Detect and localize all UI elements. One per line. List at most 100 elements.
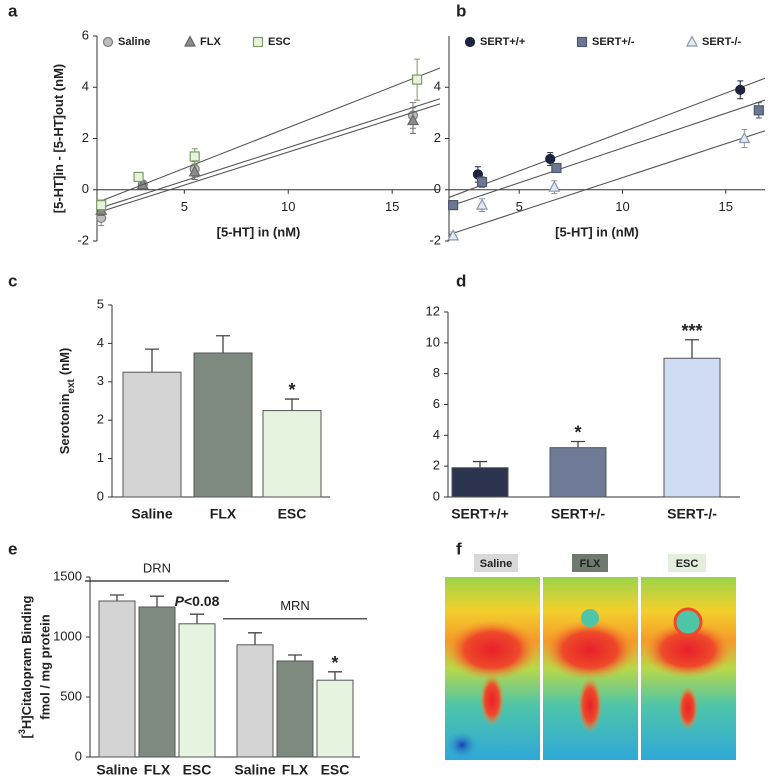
annotation: P<0.08	[175, 593, 220, 609]
x-tick-label: FLX	[282, 762, 309, 778]
heat-spot	[544, 620, 636, 680]
heat-spot	[480, 674, 504, 726]
legend-item: FLX	[184, 35, 221, 48]
fit-line	[96, 67, 441, 204]
marker	[133, 171, 144, 183]
marker	[102, 36, 114, 48]
annotation-part: P	[175, 593, 185, 609]
error-bar	[190, 613, 204, 624]
y-axis-title: [5-HT]in - [5-HT]out (nM)	[51, 64, 66, 213]
image-caption: FLX	[580, 558, 601, 570]
marker	[753, 105, 764, 116]
divider	[540, 577, 543, 760]
fit-line	[448, 77, 766, 198]
y-axis-title-part: H]Citalopram Binding	[19, 595, 34, 729]
y-tick-label: -2	[77, 232, 89, 247]
legend-item: SERT+/+	[464, 36, 525, 48]
x-tick-label: 15	[385, 199, 399, 214]
panel-letter: b	[456, 1, 466, 20]
bar	[451, 467, 509, 498]
x-tick-label: 10	[281, 199, 295, 214]
panel-letter: f	[456, 539, 462, 558]
annotation-part: *	[288, 380, 295, 400]
y-tick-label: 1000	[53, 628, 82, 643]
marker	[188, 165, 201, 177]
annotation: *	[288, 380, 295, 400]
bar	[549, 447, 607, 498]
y-tick-label: 4	[434, 79, 441, 94]
x-tick-label: FLX	[210, 506, 237, 522]
error-bar	[150, 595, 164, 607]
heat-spot	[673, 607, 703, 637]
error-bar	[248, 632, 262, 645]
y-axis-title-part: ext	[66, 378, 77, 393]
heat-spot	[581, 609, 599, 627]
x-tick-label: SERT-/-	[667, 506, 717, 522]
autoradiograph-images: Saline FLX ESC f	[445, 539, 736, 760]
caption-box	[668, 554, 706, 572]
fit-line	[96, 98, 441, 210]
bar	[236, 644, 274, 758]
x-tick-label: 15	[719, 199, 733, 214]
x-tick-label: ESC	[183, 762, 212, 778]
bar	[262, 410, 322, 498]
x-tick-label: 5	[181, 199, 188, 214]
bar	[276, 660, 314, 758]
caption-box	[572, 554, 608, 572]
heat-spot	[644, 622, 732, 678]
x-tick-label: Saline	[234, 762, 275, 778]
x-tick-label: 10	[615, 199, 629, 214]
annotation: ***	[681, 321, 702, 341]
error-bar	[328, 671, 342, 681]
y-tick-label: 0	[82, 181, 89, 196]
x-tick-label: ESC	[321, 762, 350, 778]
marker	[412, 74, 423, 85]
marker	[184, 35, 196, 47]
legend-label: Saline	[118, 36, 150, 48]
y-tick-label: 3	[97, 373, 104, 388]
heat-spot	[678, 686, 698, 730]
annotation-part: *	[574, 422, 581, 442]
bar	[316, 679, 354, 758]
y-axis-title-part: [5-HT]in - [5-HT]out (nM)	[51, 64, 66, 213]
panel-letter: c	[8, 271, 17, 290]
x-tick-label: Saline	[96, 762, 137, 778]
panel-letter: d	[456, 271, 466, 290]
y-tick-label: 4	[433, 427, 440, 442]
y-tick-label: 2	[433, 458, 440, 473]
legend-item: SERT-/-	[686, 35, 741, 48]
image-caption: ESC	[676, 558, 699, 570]
panel-letter: a	[8, 1, 18, 20]
y-tick-label: 2	[97, 412, 104, 427]
annotation: *	[331, 653, 338, 673]
error-bar	[145, 348, 159, 373]
x-tick-label: SERT+/-	[551, 506, 605, 522]
y-tick-label: 10	[426, 334, 440, 349]
panel-letter: e	[8, 539, 17, 558]
marker	[686, 35, 698, 47]
marker	[464, 36, 476, 48]
fit-line	[448, 99, 766, 207]
heat-spot	[446, 620, 538, 680]
caption-box	[474, 554, 518, 572]
y-tick-label: 5	[97, 296, 104, 311]
y-tick-label: 12	[426, 303, 440, 318]
bar	[178, 623, 216, 758]
bar	[122, 371, 182, 498]
marker	[548, 180, 561, 192]
marker	[447, 229, 460, 241]
marker	[738, 131, 751, 144]
group-label: DRN	[143, 560, 171, 575]
annotation-part: <0.08	[184, 593, 220, 609]
y-axis-title: [3H]Citalopram Binding	[17, 595, 34, 738]
y-tick-label: 8	[433, 365, 440, 380]
marker	[406, 113, 419, 126]
y-tick-label: 0	[75, 748, 82, 763]
y-tick-label: -2	[429, 232, 441, 247]
y-tick-label: 6	[433, 396, 440, 411]
x-tick-label: SERT+/+	[451, 506, 509, 522]
marker	[96, 200, 107, 211]
y-tick-label: 1500	[53, 568, 82, 583]
x-axis-title: [5-HT] in (nM)	[217, 224, 301, 239]
